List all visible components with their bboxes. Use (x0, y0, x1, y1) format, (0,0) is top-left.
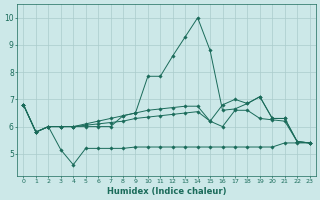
X-axis label: Humidex (Indice chaleur): Humidex (Indice chaleur) (107, 187, 226, 196)
